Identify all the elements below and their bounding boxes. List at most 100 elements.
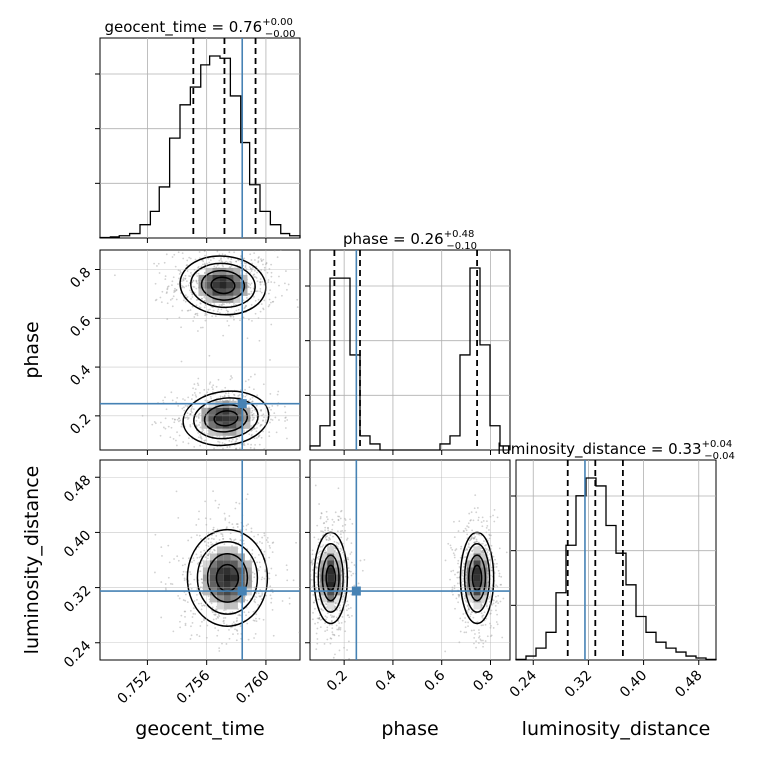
sample-point: [252, 416, 254, 419]
sample-point: [253, 273, 256, 276]
sample-point: [334, 653, 336, 656]
sample-point: [238, 242, 240, 244]
sample-point: [201, 604, 204, 607]
sample-point: [337, 519, 340, 522]
sample-point: [337, 627, 340, 630]
sample-point: [186, 412, 189, 415]
sample-point: [236, 523, 239, 525]
sample-point: [311, 553, 314, 556]
sample-point: [332, 616, 335, 619]
sample-point: [218, 615, 221, 617]
sample-point: [307, 557, 309, 559]
density-cell: [237, 567, 245, 575]
sample-point: [316, 642, 319, 645]
sample-point: [219, 258, 222, 261]
sample-point: [306, 633, 308, 635]
sample-point: [318, 577, 321, 580]
sample-point: [315, 632, 318, 635]
sample-point: [457, 559, 460, 562]
sample-point: [326, 638, 329, 641]
density-cell: [222, 414, 230, 422]
sample-point: [190, 398, 193, 400]
sample-point: [316, 617, 319, 620]
sample-point: [202, 263, 204, 266]
sample-point: [258, 561, 261, 564]
sample-point: [258, 540, 261, 543]
contour-level-3: [193, 397, 259, 440]
sample-point: [223, 394, 226, 397]
sample-point: [346, 537, 349, 540]
sample-point: [348, 616, 351, 619]
sample-point: [270, 275, 273, 278]
sample-point: [456, 582, 459, 585]
sample-point: [235, 629, 238, 631]
sample-point: [223, 609, 225, 612]
sample-point: [320, 530, 322, 533]
sample-point: [247, 286, 250, 289]
sample-point: [223, 442, 226, 445]
sample-point: [447, 542, 450, 545]
sample-point: [452, 593, 454, 596]
density-cell: [198, 288, 206, 296]
sample-point: [187, 284, 190, 287]
sample-point: [303, 559, 305, 561]
sample-point: [311, 563, 314, 566]
sample-point: [249, 375, 252, 378]
sample-point: [235, 438, 238, 440]
sample-point: [272, 634, 275, 637]
sample-point: [340, 509, 343, 512]
density-cell: [205, 274, 213, 282]
sample-point: [278, 419, 280, 421]
sample-point: [238, 613, 241, 616]
sample-point: [348, 570, 351, 572]
sample-point: [250, 303, 253, 306]
sample-point: [251, 319, 253, 322]
density-cell: [209, 581, 217, 589]
sample-point: [273, 412, 276, 415]
sample-point: [251, 413, 254, 416]
sample-point: [488, 596, 491, 599]
sample-point: [273, 250, 276, 252]
density-cell: [209, 553, 217, 561]
sample-point: [194, 388, 197, 391]
sample-point: [187, 309, 190, 312]
sample-point: [252, 274, 255, 277]
sample-point: [320, 608, 323, 611]
sample-point: [236, 632, 239, 635]
sample-point: [236, 619, 238, 622]
sample-point: [243, 611, 246, 614]
sample-point: [181, 564, 184, 567]
sample-point: [203, 619, 205, 622]
density-cell: [230, 546, 238, 554]
sample-point: [463, 556, 465, 559]
sample-point: [465, 631, 468, 634]
sample-point: [334, 511, 337, 514]
sample-point: [164, 427, 167, 430]
sample-point: [251, 553, 254, 555]
sample-point: [462, 569, 464, 572]
sample-point: [480, 603, 483, 605]
sample-point: [344, 523, 347, 526]
sample-point: [318, 555, 320, 558]
sample-point: [211, 551, 214, 554]
sample-point: [455, 548, 458, 550]
sample-point: [254, 632, 257, 635]
density-cell: [219, 274, 227, 282]
sample-point: [481, 549, 484, 552]
sample-point: [197, 602, 200, 605]
sample-point: [229, 378, 232, 381]
sample-point: [351, 614, 353, 617]
sample-point: [325, 520, 328, 523]
sample-point: [256, 394, 259, 397]
sample-point: [339, 609, 342, 612]
sample-point: [182, 599, 185, 601]
sample-point: [311, 559, 313, 562]
sample-point: [211, 606, 214, 609]
x-tick-label-geocent_time: 0.756: [174, 667, 214, 707]
sample-point: [195, 280, 198, 282]
sample-point: [232, 398, 235, 401]
sample-point: [205, 523, 208, 526]
sample-point: [466, 605, 469, 608]
sample-point: [231, 523, 234, 526]
sample-point: [298, 631, 300, 634]
